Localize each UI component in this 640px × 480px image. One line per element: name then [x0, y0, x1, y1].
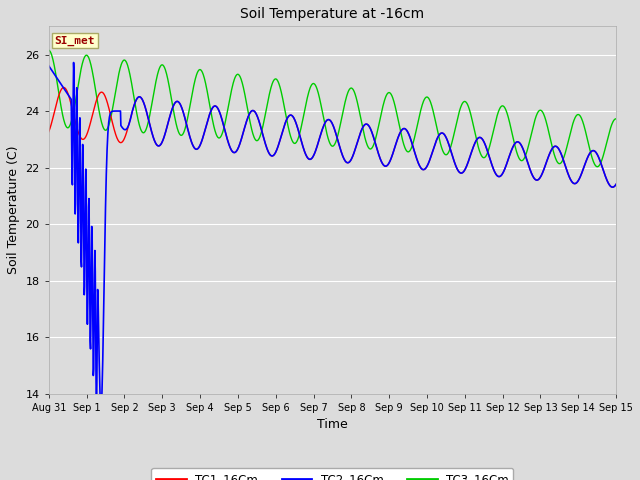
Title: Soil Temperature at -16cm: Soil Temperature at -16cm: [241, 7, 424, 21]
TC2_16Cm: [514, 139, 522, 144]
TC3_16Cm: [282, 108, 289, 114]
TC3_16Cm: [45, 48, 52, 53]
TC1_16Cm: [420, 167, 428, 172]
TC1_16Cm: [609, 184, 616, 190]
TC2_16Cm: [171, 100, 179, 106]
Y-axis label: Soil Temperature (C): Soil Temperature (C): [7, 146, 20, 274]
X-axis label: Time: Time: [317, 418, 348, 431]
TC2_16Cm: [282, 118, 290, 124]
Line: TC1_16Cm: TC1_16Cm: [49, 87, 616, 187]
TC1_16Cm: [282, 119, 289, 125]
TC2_16Cm: [612, 181, 620, 187]
Line: TC3_16Cm: TC3_16Cm: [49, 50, 616, 167]
TC1_16Cm: [268, 153, 276, 159]
TC3_16Cm: [170, 111, 178, 117]
TC3_16Cm: [268, 84, 275, 89]
TC1_16Cm: [563, 165, 570, 171]
Text: SI_met: SI_met: [54, 36, 95, 46]
TC2_16Cm: [420, 167, 428, 172]
TC3_16Cm: [612, 116, 620, 122]
TC1_16Cm: [45, 129, 52, 134]
TC1_16Cm: [612, 181, 620, 187]
TC2_16Cm: [97, 404, 104, 410]
Line: TC2_16Cm: TC2_16Cm: [49, 62, 616, 407]
TC3_16Cm: [593, 164, 601, 169]
TC2_16Cm: [563, 167, 570, 172]
TC1_16Cm: [171, 101, 179, 107]
TC2_16Cm: [45, 63, 52, 69]
TC2_16Cm: [70, 60, 77, 65]
TC3_16Cm: [513, 150, 521, 156]
TC1_16Cm: [513, 139, 521, 145]
TC3_16Cm: [562, 148, 570, 154]
TC2_16Cm: [268, 153, 276, 159]
TC3_16Cm: [420, 98, 428, 104]
Legend: TC1_16Cm, TC2_16Cm, TC3_16Cm: TC1_16Cm, TC2_16Cm, TC3_16Cm: [152, 468, 513, 480]
TC1_16Cm: [60, 84, 68, 90]
